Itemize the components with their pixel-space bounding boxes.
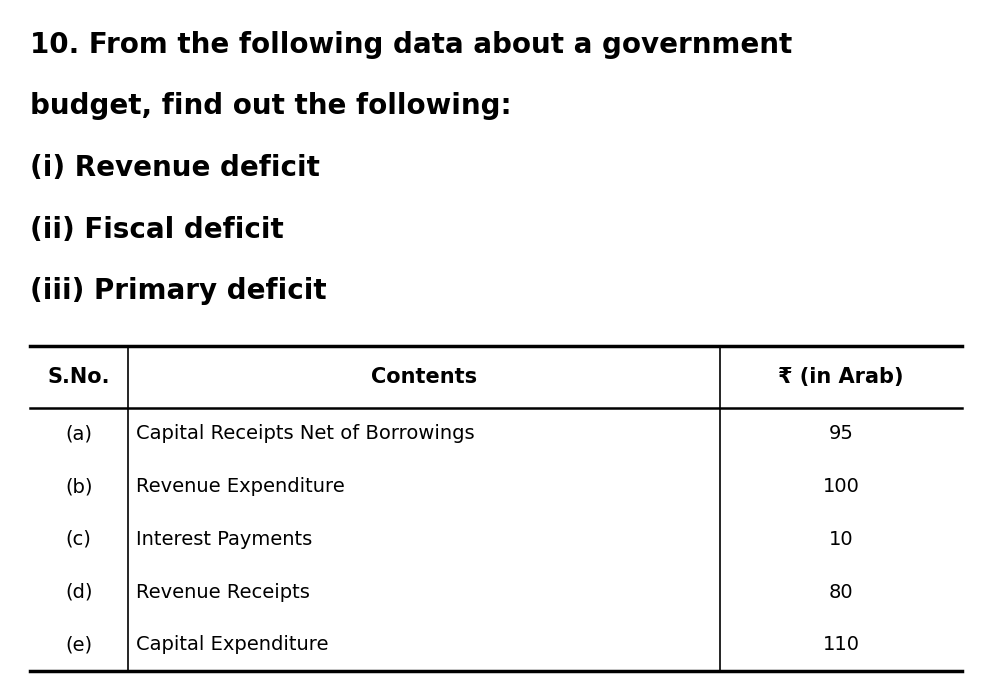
Text: (ii) Fiscal deficit: (ii) Fiscal deficit — [30, 216, 284, 244]
Text: 10: 10 — [828, 530, 853, 549]
Text: 10. From the following data about a government: 10. From the following data about a gove… — [30, 31, 792, 59]
Text: Revenue Receipts: Revenue Receipts — [136, 583, 310, 601]
Text: (i) Revenue deficit: (i) Revenue deficit — [30, 154, 319, 182]
Text: (iii) Primary deficit: (iii) Primary deficit — [30, 277, 326, 306]
Text: ₹ (in Arab): ₹ (in Arab) — [779, 366, 904, 387]
Text: budget, find out the following:: budget, find out the following: — [30, 92, 512, 121]
Text: 100: 100 — [822, 477, 859, 496]
Text: Capital Receipts Net of Borrowings: Capital Receipts Net of Borrowings — [136, 425, 474, 443]
Text: (e): (e) — [65, 636, 92, 654]
Text: 80: 80 — [828, 583, 853, 601]
Text: Interest Payments: Interest Payments — [136, 530, 311, 549]
Text: Contents: Contents — [371, 366, 477, 387]
Text: 95: 95 — [828, 425, 853, 443]
Text: Capital Expenditure: Capital Expenditure — [136, 636, 328, 654]
Text: S.No.: S.No. — [48, 366, 110, 387]
Text: (b): (b) — [64, 477, 92, 496]
Text: 110: 110 — [822, 636, 859, 654]
Text: (c): (c) — [65, 530, 91, 549]
Text: Revenue Expenditure: Revenue Expenditure — [136, 477, 344, 496]
Text: (a): (a) — [65, 425, 92, 443]
Text: (d): (d) — [64, 583, 92, 601]
